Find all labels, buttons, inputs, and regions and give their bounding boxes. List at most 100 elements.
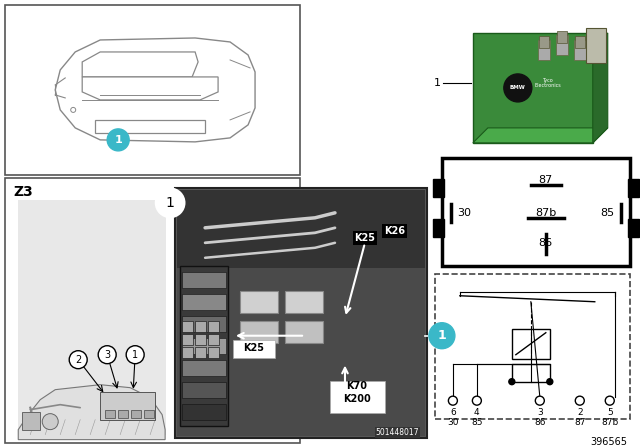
Polygon shape xyxy=(55,38,255,142)
Bar xyxy=(628,179,639,197)
Text: 3: 3 xyxy=(104,350,110,360)
Polygon shape xyxy=(82,77,218,100)
Bar xyxy=(512,364,550,382)
Circle shape xyxy=(126,346,144,364)
Text: 3: 3 xyxy=(537,408,543,417)
Bar xyxy=(5,178,300,443)
Bar xyxy=(433,179,444,197)
Bar xyxy=(575,36,585,48)
Text: 1: 1 xyxy=(132,350,138,360)
Circle shape xyxy=(605,396,614,405)
Circle shape xyxy=(509,379,515,385)
Bar xyxy=(105,409,115,418)
Bar xyxy=(285,291,323,313)
Bar xyxy=(195,347,206,358)
Circle shape xyxy=(107,129,129,151)
Bar xyxy=(195,321,206,332)
Polygon shape xyxy=(82,52,198,77)
Bar xyxy=(182,272,226,288)
Bar xyxy=(182,334,193,345)
Circle shape xyxy=(70,108,76,112)
Text: 85: 85 xyxy=(471,418,483,427)
Bar xyxy=(182,382,226,398)
Bar xyxy=(180,266,228,426)
Bar xyxy=(538,40,550,60)
Bar xyxy=(182,316,226,332)
Text: 87: 87 xyxy=(574,418,586,427)
Circle shape xyxy=(535,396,544,405)
Bar xyxy=(177,190,425,435)
Text: 396565: 396565 xyxy=(591,437,628,447)
Bar xyxy=(19,200,166,435)
Bar xyxy=(557,31,567,43)
Text: K26: K26 xyxy=(385,226,405,236)
Bar xyxy=(131,409,141,418)
Bar xyxy=(574,40,586,60)
Circle shape xyxy=(449,396,458,405)
Bar xyxy=(433,219,444,237)
Bar xyxy=(118,409,128,418)
Text: 86: 86 xyxy=(539,238,553,248)
Bar xyxy=(175,188,427,438)
Text: 6: 6 xyxy=(450,408,456,417)
Bar xyxy=(208,347,219,358)
Circle shape xyxy=(156,189,184,217)
Text: 2: 2 xyxy=(577,408,582,417)
Text: 1: 1 xyxy=(438,329,446,342)
Bar xyxy=(330,381,385,413)
Bar xyxy=(240,321,278,343)
Circle shape xyxy=(472,396,481,405)
Bar xyxy=(556,35,568,55)
Text: K70
K200: K70 K200 xyxy=(343,381,371,404)
Circle shape xyxy=(575,396,584,405)
Bar xyxy=(5,5,300,175)
Bar xyxy=(285,321,323,343)
Text: 5: 5 xyxy=(607,408,612,417)
Text: 1: 1 xyxy=(115,135,122,145)
Circle shape xyxy=(429,323,455,349)
Bar xyxy=(144,409,154,418)
Text: 86: 86 xyxy=(534,418,545,427)
Bar xyxy=(208,321,219,332)
Bar xyxy=(195,334,206,345)
Polygon shape xyxy=(95,120,205,133)
Text: 87b: 87b xyxy=(535,208,556,218)
Bar xyxy=(182,360,226,376)
Text: 1: 1 xyxy=(166,196,175,210)
Bar xyxy=(442,158,630,266)
Bar xyxy=(473,33,593,143)
Text: 501448017: 501448017 xyxy=(376,428,419,437)
Text: 4: 4 xyxy=(474,408,479,417)
Text: 2: 2 xyxy=(75,355,81,365)
Text: 87: 87 xyxy=(539,175,553,185)
Text: 1: 1 xyxy=(434,78,441,88)
Polygon shape xyxy=(473,128,608,143)
Bar xyxy=(182,321,193,332)
Polygon shape xyxy=(593,33,608,143)
Circle shape xyxy=(547,379,553,385)
Text: BMW: BMW xyxy=(510,86,526,90)
Circle shape xyxy=(69,351,87,369)
Bar xyxy=(628,219,639,237)
Text: 30: 30 xyxy=(447,418,459,427)
Bar xyxy=(182,404,226,420)
Bar xyxy=(182,347,193,358)
Bar xyxy=(22,412,40,430)
Text: 30: 30 xyxy=(457,208,471,218)
Bar xyxy=(240,291,278,313)
Text: 85: 85 xyxy=(601,208,615,218)
Text: 87b: 87b xyxy=(601,418,618,427)
Bar xyxy=(233,340,275,358)
Bar xyxy=(435,274,630,418)
Text: Tyco
Electronics: Tyco Electronics xyxy=(534,78,561,88)
Circle shape xyxy=(42,414,58,430)
Text: Z3: Z3 xyxy=(13,185,33,199)
Bar xyxy=(182,294,226,310)
Polygon shape xyxy=(19,385,165,439)
Bar xyxy=(208,334,219,345)
Text: K25: K25 xyxy=(244,343,264,353)
Text: K25: K25 xyxy=(355,233,376,243)
Bar xyxy=(182,338,226,354)
Bar xyxy=(177,190,425,268)
Bar xyxy=(512,329,550,359)
